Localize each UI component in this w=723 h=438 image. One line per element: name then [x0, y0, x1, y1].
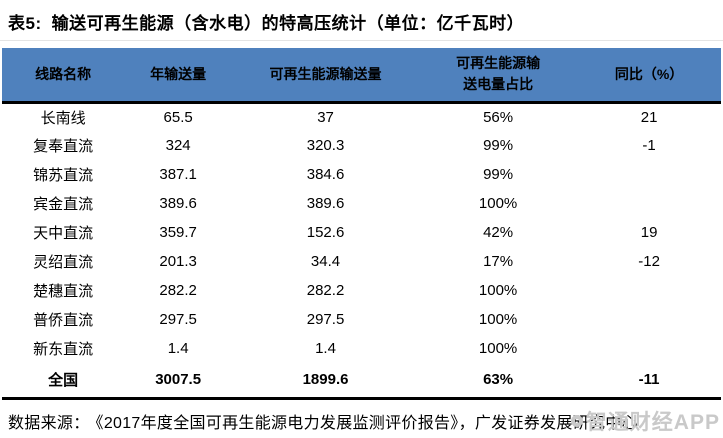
table-row: 灵绍直流 201.3 34.4 17% -12: [2, 247, 721, 276]
table-row: 长南线 65.5 37 56% 21: [2, 102, 721, 131]
cell-yoy: 21: [640, 108, 658, 126]
cell-line-name: 天中直流: [33, 225, 94, 242]
header-row: 线路名称 年输送量 可再生能源输送量 可再生能源输 送电量占比 同比（%）: [2, 48, 721, 104]
cell-line-name: 灵绍直流: [33, 254, 94, 271]
table-row: 新东直流 1.4 1.4 100%: [2, 334, 721, 363]
cell-annual-volume: 282.2: [159, 282, 197, 299]
cell-line-name: 楚穗直流: [33, 283, 94, 300]
cell-annual-volume: 389.6: [159, 195, 197, 212]
cell-yoy: [577, 189, 721, 218]
cell-renewable-share: 100%: [478, 340, 518, 357]
cell-annual-volume: 387.1: [159, 166, 197, 183]
cell-yoy: [577, 276, 721, 305]
source-text: 《2017年度全国可再生能源电力发展监测评价报告》，广发证券发展研究中心: [95, 414, 638, 432]
col-header-line-name: 线路名称: [2, 48, 125, 104]
watermark: 智通财经APP: [570, 406, 720, 436]
source-label: 数据来源：: [8, 414, 90, 432]
cell-line-name: 普侨直流: [33, 312, 94, 329]
table-row: 宾金直流 389.6 389.6 100%: [2, 189, 721, 218]
cell-renewable-share: 56%: [483, 108, 514, 126]
cell-renewable-volume: 37: [317, 108, 334, 126]
cell-annual-volume: 297.5: [159, 311, 197, 328]
table-caption: 表5: 输送可再生能源（含水电）的特高压统计（单位：亿千瓦时）: [0, 0, 723, 41]
cell-renewable-volume: 282.2: [306, 282, 345, 299]
cell-renewable-volume: 34.4: [310, 253, 341, 270]
total-renewable-share: 63%: [419, 363, 578, 400]
uhv-renewable-statistics-table: 线路名称 年输送量 可再生能源输送量 可再生能源输 送电量占比 同比（%） 长南…: [2, 48, 721, 400]
watermark-text: 智通财经APP: [585, 410, 720, 434]
cell-renewable-share: 17%: [483, 253, 514, 270]
watermark-logo-icon: [570, 414, 583, 427]
cell-renewable-share: 100%: [478, 311, 518, 328]
cell-yoy: -1: [642, 137, 656, 154]
cell-annual-volume: 1.4: [167, 340, 189, 357]
total-label: 全国: [2, 363, 125, 400]
col-header-renewable-share-line2: 送电量占比: [463, 76, 534, 93]
total-annual-volume: 3007.5: [124, 363, 233, 400]
cell-line-name: 新东直流: [33, 341, 94, 358]
cell-annual-volume: 359.7: [159, 224, 197, 241]
cell-yoy: [577, 305, 721, 334]
table-row: 复奉直流 324 320.3 99% -1: [2, 131, 721, 160]
table-row: 普侨直流 297.5 297.5 100%: [2, 305, 721, 334]
total-yoy: -11: [577, 363, 721, 400]
cell-yoy: -12: [638, 253, 660, 270]
table-header: 线路名称 年输送量 可再生能源输送量 可再生能源输 送电量占比 同比（%）: [2, 48, 721, 104]
col-header-renewable-share: 可再生能源输 送电量占比: [419, 48, 578, 104]
cell-renewable-share: 99%: [483, 137, 514, 154]
cell-line-name: 宾金直流: [33, 196, 94, 213]
col-header-renewable-volume: 可再生能源输送量: [232, 48, 419, 104]
cell-yoy: 19: [640, 224, 658, 241]
table-number-label: 表5:: [8, 14, 42, 33]
table-row: 锦苏直流 387.1 384.6 99%: [2, 160, 721, 189]
cell-renewable-share: 42%: [483, 224, 514, 241]
cell-yoy: [577, 334, 721, 363]
total-row: 全国 3007.5 1899.6 63% -11: [2, 363, 721, 400]
cell-renewable-volume: 297.5: [306, 311, 345, 328]
cell-renewable-volume: 320.3: [306, 137, 345, 154]
cell-renewable-volume: 384.6: [306, 166, 345, 183]
source-note: 数据来源： 《2017年度全国可再生能源电力发展监测评价报告》，广发证券发展研究中…: [0, 400, 723, 436]
cell-line-name: 复奉直流: [33, 138, 94, 155]
cell-renewable-volume: 1.4: [315, 340, 336, 357]
table-row: 天中直流 359.7 152.6 42% 19: [2, 218, 721, 247]
cell-annual-volume: 324: [165, 137, 191, 154]
cell-renewable-volume: 389.6: [306, 195, 345, 212]
col-header-yoy: 同比（%）: [577, 48, 721, 104]
table-body: 长南线 65.5 37 56% 21 复奉直流 324 320.3 99% -1…: [2, 102, 721, 400]
cell-yoy: [577, 160, 721, 189]
cell-renewable-share: 100%: [478, 282, 518, 299]
col-header-renewable-share-line1: 可再生能源输: [456, 55, 541, 72]
table-row: 楚穗直流 282.2 282.2 100%: [2, 276, 721, 305]
table-title-text: 输送可再生能源（含水电）的特高压统计（单位：亿千瓦时）: [51, 14, 525, 33]
col-header-annual-volume: 年输送量: [124, 48, 233, 104]
cell-line-name: 长南线: [40, 109, 86, 127]
cell-annual-volume: 201.3: [159, 253, 197, 270]
cell-renewable-share: 100%: [478, 195, 518, 212]
cell-renewable-share: 99%: [483, 166, 514, 183]
cell-line-name: 锦苏直流: [33, 167, 94, 184]
total-renewable-volume: 1899.6: [232, 363, 419, 400]
cell-renewable-volume: 152.6: [306, 224, 345, 241]
cell-annual-volume: 65.5: [163, 108, 193, 126]
